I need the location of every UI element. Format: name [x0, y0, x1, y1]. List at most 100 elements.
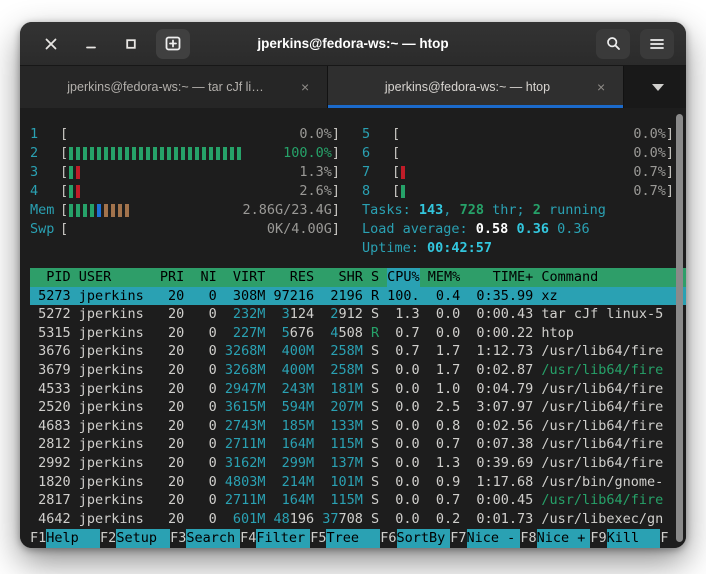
cell: 20 — [167, 417, 185, 434]
bar-tick — [118, 147, 123, 160]
cell: jperkins — [78, 454, 144, 471]
fn-f5tree[interactable]: F5 Tree — [310, 529, 381, 548]
cell: 3162M — [224, 454, 266, 471]
fn-f[interactable]: F — [660, 529, 668, 548]
table-row[interactable]: 3676 jperkins 20 0 3268M 400M 258M S 0.7 1.7 1:12.… — [30, 342, 686, 361]
cell: 133M — [330, 417, 363, 434]
minimize-window-button[interactable] — [76, 30, 106, 58]
column-header-s[interactable]: S — [370, 269, 380, 285]
search-button[interactable] — [596, 28, 630, 59]
new-tab-icon — [165, 36, 181, 51]
maximize-window-button[interactable] — [116, 30, 146, 58]
tab-label: jperkins@fedora-ws:~ — tar cJf li… — [67, 80, 264, 94]
table-row[interactable]: 4683 jperkins 20 0 2743M 185M 133M S 0.0 0.8 0:02.… — [30, 417, 686, 436]
close-window-button[interactable] — [36, 30, 66, 58]
cell: /usr/lib64/fire — [541, 399, 664, 416]
table-row[interactable]: 4533 jperkins 20 0 2947M 243M 181M S 0.0 1.0 0:04.… — [30, 380, 686, 399]
table-row[interactable]: 2817 jperkins 20 0 2711M 164M 115M S 0.0 0.7 0:00.… — [30, 491, 686, 510]
cell: 3615M — [224, 399, 266, 416]
meter-bar-fill — [69, 147, 244, 160]
column-header-time[interactable]: TIME+ — [492, 269, 534, 285]
chevron-down-icon — [652, 83, 664, 91]
table-row[interactable]: 4642 jperkins 20 0 601M 48196 37708 S 0.0 0.2 0:01… — [30, 510, 686, 529]
fn-f9kill[interactable]: F9 Kill — [590, 529, 661, 548]
fn-f4filter[interactable]: F4 Filter — [240, 529, 311, 548]
cell: 2711M — [224, 492, 266, 509]
meter-4: 4 [2.6%] — [30, 182, 340, 201]
table-header-row: PID USER PRI NI VIRT RES SHR S CPU% MEM% TIME+ Comm… — [30, 268, 686, 287]
table-row[interactable]: 1820 jperkins 20 0 4803M 214M 101M S 0.0 0.9 1:17.… — [30, 473, 686, 492]
fn-f1help[interactable]: F1 Help — [30, 529, 101, 548]
column-header-pid[interactable]: PID — [46, 269, 71, 285]
bar-tick — [181, 147, 186, 160]
cell: 2947M — [224, 380, 266, 397]
tab-htop[interactable]: jperkins@fedora-ws:~ — htop × — [328, 66, 624, 108]
cell: 594M — [281, 399, 315, 416]
table-row[interactable]: 2520 jperkins 20 0 3615M 594M 207M S 0.0 2.5 3:07.… — [30, 398, 686, 417]
fn-f7nice--[interactable]: F7 Nice - — [450, 529, 521, 548]
text-segment: 676 — [289, 324, 315, 341]
table-row[interactable]: 5315 jperkins 20 0 227M 5676 4508 R 0.7 0.0 0:00.2… — [30, 324, 686, 343]
meter-bar-fill — [401, 166, 408, 179]
bar-tick — [97, 147, 102, 160]
new-tab-button[interactable] — [156, 28, 190, 59]
meter-bracket: ] — [665, 145, 674, 161]
meter-value: 0.0% — [633, 145, 666, 161]
fn-key-number: F9 — [590, 530, 607, 546]
column-header-res[interactable]: RES — [289, 269, 315, 285]
column-header-cpu[interactable]: CPU% — [387, 268, 420, 287]
bar-tick — [97, 204, 102, 217]
cell: S — [370, 361, 380, 378]
cell: S — [370, 473, 380, 490]
meter-label: 2 — [30, 145, 39, 161]
meter-value: 0.7% — [633, 164, 666, 180]
terminal-scrollbar[interactable] — [676, 114, 683, 542]
close-tab-button[interactable]: × — [301, 79, 310, 95]
meter-bracket: [ — [60, 126, 69, 142]
fn-f8nice-+[interactable]: F8 Nice + — [520, 529, 591, 548]
table-row-selected[interactable]: 5273 jperkins 20 0 308M 97216 2196 R 100. 0.4 0:35… — [30, 286, 686, 306]
bar-tick — [195, 147, 200, 160]
cell: 1.7 — [435, 361, 461, 378]
bar-tick — [132, 147, 137, 160]
bar-tick — [118, 204, 123, 217]
fn-f6sortby[interactable]: F6 SortBy — [380, 529, 451, 548]
tab-tar[interactable]: jperkins@fedora-ws:~ — tar cJf li… × — [20, 66, 328, 108]
table-row[interactable]: 2812 jperkins 20 0 2711M 164M 115M S 0.0 0.7 0:07.… — [30, 435, 686, 454]
cell: 0.7 — [435, 436, 461, 453]
menu-button[interactable] — [640, 28, 674, 59]
meter-bar-fill — [69, 166, 83, 179]
terminal-view[interactable]: 1 [0.0%] 2 [100.0%] 3 [1.3%] 4 [2.6%] Mem [2.86G/… — [20, 109, 686, 548]
column-header-user[interactable]: USER — [78, 269, 112, 285]
meter-bar: 0.7% — [400, 182, 666, 201]
minimize-icon — [86, 46, 96, 48]
bar-tick — [160, 147, 165, 160]
cell: 20 — [167, 399, 185, 416]
bar-tick — [111, 204, 116, 217]
cell: 400M — [281, 361, 315, 378]
bar-tick — [202, 147, 207, 160]
table-row[interactable]: 5272 jperkins 20 0 232M 3124 2912 S 1.3 0.0 0:00.4… — [30, 305, 686, 324]
column-header-command[interactable]: Command — [541, 269, 599, 285]
cell: 20 — [167, 361, 185, 378]
column-header-shr[interactable]: SHR — [338, 269, 363, 285]
tab-switcher-dropdown[interactable] — [630, 66, 686, 108]
fn-f3search[interactable]: F3 Search — [170, 529, 241, 548]
column-header-virt[interactable]: VIRT — [232, 269, 266, 285]
meter-bar-fill — [69, 204, 132, 217]
text-segment: 124 — [289, 306, 315, 323]
bar-tick — [76, 204, 81, 217]
table-row[interactable]: 3679 jperkins 20 0 3268M 400M 258M S 0.0 1.7 0:02.… — [30, 361, 686, 380]
cell: 0.0 — [395, 361, 420, 378]
cell: jperkins — [78, 492, 144, 509]
table-row[interactable]: 2992 jperkins 20 0 3162M 299M 137M S 0.0 1.3 0:39.… — [30, 454, 686, 473]
fn-key-number: F8 — [520, 530, 537, 546]
column-header-pri[interactable]: PRI — [159, 269, 185, 285]
text-segment: 143 — [418, 202, 444, 218]
close-tab-button[interactable]: × — [597, 79, 606, 95]
meter-label: 4 — [30, 183, 39, 199]
fn-f2setup[interactable]: F2 Setup — [100, 529, 171, 548]
bar-tick — [69, 166, 74, 179]
column-header-mem[interactable]: MEM% — [427, 269, 461, 285]
column-header-ni[interactable]: NI — [200, 269, 217, 285]
